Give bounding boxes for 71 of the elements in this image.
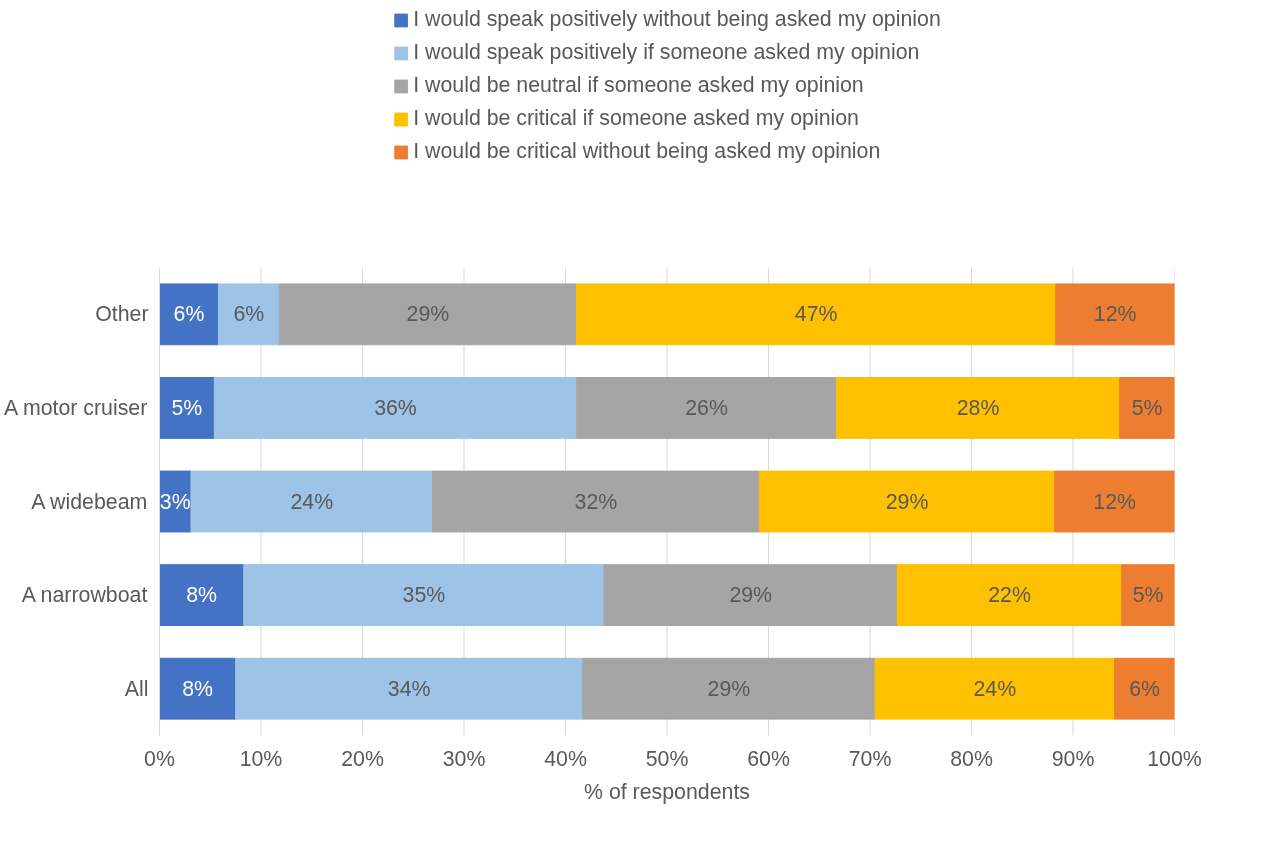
- x-tick-label: 100%: [1147, 746, 1202, 771]
- bar: [576, 377, 838, 439]
- bar: [576, 283, 1057, 346]
- bar: [836, 377, 1121, 439]
- data-label: 5%: [1131, 395, 1163, 420]
- data-label: 32%: [574, 489, 618, 514]
- x-tick-label: 10%: [239, 746, 283, 771]
- legend-label: I would be neutral if someone asked my opinion: [413, 73, 864, 98]
- x-tick-label: 90%: [1051, 746, 1095, 771]
- legend-label: I would be critical without being asked my opinion: [413, 139, 881, 164]
- x-tick-label: 40%: [544, 746, 587, 771]
- data-label: 3%: [159, 489, 191, 514]
- bar: [896, 564, 1123, 627]
- y-tick-label: A motor cruiser: [3, 395, 148, 420]
- bar: [1119, 377, 1175, 439]
- data-label: 26%: [685, 395, 728, 420]
- y-tick-label: All: [124, 676, 149, 701]
- bar: [1121, 564, 1175, 627]
- x-tick-label: 20%: [341, 746, 384, 771]
- data-label: 6%: [1129, 676, 1161, 701]
- bar: [1055, 283, 1175, 346]
- bar: [159, 657, 237, 720]
- bar: [159, 377, 215, 439]
- bar: [874, 657, 1116, 720]
- data-label: 34%: [387, 676, 431, 701]
- bar: [603, 564, 898, 627]
- data-label: 6%: [233, 302, 265, 327]
- data-label: 35%: [402, 583, 446, 608]
- data-label: 6%: [173, 302, 205, 327]
- bar: [235, 657, 584, 720]
- bar: [432, 470, 760, 533]
- data-label: 24%: [973, 676, 1017, 701]
- data-label: 29%: [406, 302, 450, 327]
- data-label: 12%: [1093, 489, 1136, 514]
- y-tick-label: A narrowboat: [21, 583, 148, 608]
- x-axis-title: % of respondents: [584, 779, 750, 804]
- y-tick-label: A widebeam: [31, 489, 148, 514]
- x-tick-label: 0%: [144, 746, 175, 771]
- legend-label: I would speak positively without being asked my opinion: [413, 7, 941, 32]
- data-label: 8%: [186, 583, 218, 608]
- data-label: 12%: [1093, 302, 1137, 327]
- x-tick-label: 80%: [950, 746, 993, 771]
- data-label: 5%: [171, 395, 203, 420]
- bar: [159, 564, 245, 627]
- legend-label: I would speak positively if someone asked my opinion: [413, 40, 920, 65]
- data-label: 47%: [794, 302, 838, 327]
- bar: [758, 470, 1056, 533]
- bar: [1114, 657, 1175, 720]
- data-label: 29%: [885, 489, 929, 514]
- data-label: 28%: [956, 395, 1000, 420]
- data-label: 29%: [707, 676, 751, 701]
- x-tick-label: 30%: [442, 746, 486, 771]
- data-label: 8%: [182, 676, 214, 701]
- bar: [217, 283, 280, 346]
- bar: [190, 470, 434, 533]
- bar: [1054, 470, 1175, 533]
- x-tick-label: 60%: [747, 746, 790, 771]
- data-label: 24%: [290, 489, 334, 514]
- bar: [159, 283, 219, 346]
- data-label: 29%: [729, 583, 773, 608]
- bar: [278, 283, 578, 346]
- data-label: 22%: [988, 583, 1031, 608]
- bar: [243, 564, 605, 627]
- bar: [213, 377, 578, 439]
- bar: [582, 657, 876, 720]
- data-label: 5%: [1132, 583, 1164, 608]
- legend-label: I would be critical if someone asked my opinion: [413, 106, 859, 131]
- x-tick-label: 70%: [848, 746, 892, 771]
- y-tick-label: Other: [95, 302, 149, 327]
- data-label: 36%: [374, 395, 417, 420]
- x-tick-label: 50%: [645, 746, 689, 771]
